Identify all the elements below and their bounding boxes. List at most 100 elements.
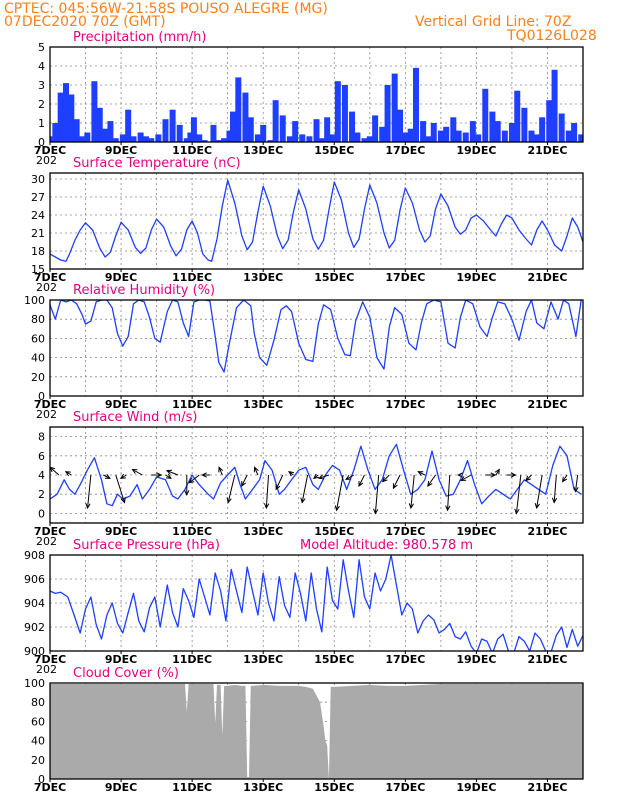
wind-vector [525, 474, 532, 482]
x-tick-label: 13DEC [243, 525, 283, 538]
y-tick-label: 100 [24, 677, 45, 690]
wind-vector [373, 474, 380, 515]
x-tick-label: 9DEC [105, 144, 137, 157]
precip-bar [78, 136, 85, 142]
x-tick-label: 21DEC [527, 271, 567, 284]
precip-bar [313, 119, 320, 142]
precip-bar [169, 109, 176, 142]
series-line-temp [50, 179, 583, 262]
precip-bar [361, 138, 368, 142]
precip-bar [578, 134, 583, 142]
precip-bar [107, 121, 114, 142]
wind-vector [115, 474, 126, 504]
precip-bar [176, 124, 183, 142]
precip-bar [119, 134, 126, 142]
y-tick-label: 0 [38, 136, 45, 149]
panel-frame [49, 172, 584, 270]
precip-bar [501, 130, 508, 142]
y-tick-label: 40 [31, 735, 45, 748]
x-tick-label: 7DEC [34, 653, 66, 666]
y-tick-label: 15 [31, 263, 45, 276]
x-tick-label: 11DEC [172, 525, 212, 538]
precip-bar [391, 73, 398, 142]
precip-bar [242, 92, 249, 142]
precip-bar [443, 126, 450, 142]
precip-bar [68, 94, 75, 142]
wind-vector [485, 472, 497, 478]
panel-temp: 15 18 21 24 27 30 Surface Temperature (nC) 7DEC… [31, 156, 584, 294]
precip-bar [260, 124, 267, 142]
y-tick-label: 908 [24, 549, 45, 562]
y-tick-label: 27 [31, 191, 45, 204]
panel-frame [49, 682, 584, 780]
precip-bar [130, 136, 137, 142]
panel-frame [49, 46, 584, 143]
x-tick-label: 7DEC [34, 781, 66, 794]
plot-area-pressure [50, 555, 583, 651]
precip-bar [407, 128, 414, 142]
y-tick-label: 60 [31, 332, 45, 345]
y-tick-label: 30 [31, 173, 45, 186]
y-tick-label: 0 [38, 507, 45, 520]
precip-bar [366, 136, 373, 142]
precip-bar [514, 90, 521, 142]
precip-bar [565, 130, 572, 142]
y-tick-label: 904 [24, 597, 45, 610]
x-tick-label: 15DEC [314, 653, 354, 666]
wind-vector [241, 474, 248, 488]
year-label-stub: 202 [36, 154, 57, 167]
y-tick-label: 902 [24, 621, 45, 634]
wind-vector [64, 471, 72, 477]
panel-title: Surface Temperature (nC) [73, 156, 241, 171]
precip-bar [292, 121, 299, 142]
wind-vector [445, 474, 451, 512]
precip-bar [162, 119, 169, 142]
wind-vector [253, 466, 259, 476]
wind-vector [381, 474, 390, 483]
y-tick-label: 0 [38, 390, 45, 403]
panel-title: Surface Pressure (hPa) [73, 538, 220, 553]
wind-vector [119, 473, 127, 479]
precip-bar [494, 121, 501, 142]
precip-bar [190, 117, 197, 142]
x-tick-label: 7DEC [34, 144, 66, 157]
precip-bar [210, 124, 217, 142]
precip-bar [546, 100, 553, 142]
wind-vector [218, 466, 224, 476]
precip-bar [125, 109, 132, 142]
station-header: CPTEC: 045:56W-21:58S POUSO ALEGRE (MG) [4, 1, 328, 17]
precip-bar [402, 132, 409, 142]
precip-bar [183, 138, 190, 142]
precip-bar [379, 126, 386, 142]
precip-bar [455, 130, 462, 142]
precip-bar [571, 123, 578, 142]
y-tick-label: 60 [31, 715, 45, 728]
wind-vector [312, 473, 319, 479]
wind-vector [561, 474, 568, 483]
panel-frame [49, 299, 584, 397]
precip-bar [521, 107, 528, 142]
precip-bar [341, 85, 348, 142]
precip-bar [148, 138, 155, 142]
precip-bar [450, 117, 457, 142]
x-tick-label: 9DEC [105, 525, 137, 538]
x-tick-label: 15DEC [314, 271, 354, 284]
y-tick-label: 2 [38, 488, 45, 501]
panel-rh: 0 20 40 60 80 100 Relative Humidity (%) 7DEC 9DE… [24, 283, 584, 421]
y-tick-label: 3 [38, 79, 45, 92]
precip-bar [539, 117, 546, 142]
wind-vector [103, 474, 111, 479]
x-tick-label: 11DEC [172, 144, 212, 157]
x-tick-label: 17DEC [385, 271, 425, 284]
x-tick-label: 21DEC [527, 144, 567, 157]
y-tick-label: 0 [38, 773, 45, 786]
precip-bar [229, 111, 236, 142]
precip-bar [354, 132, 361, 142]
precip-bar [425, 136, 432, 142]
panel-cloud: 0 20 40 60 80 100 Cloud Cover (%) 7DEC 9DEC 11DEC… [24, 666, 584, 794]
x-tick-label: 17DEC [385, 653, 425, 666]
x-tick-label: 7DEC [34, 271, 66, 284]
wind-vector [358, 474, 365, 488]
x-tick-label: 17DEC [385, 144, 425, 157]
panel-frame [49, 426, 584, 524]
